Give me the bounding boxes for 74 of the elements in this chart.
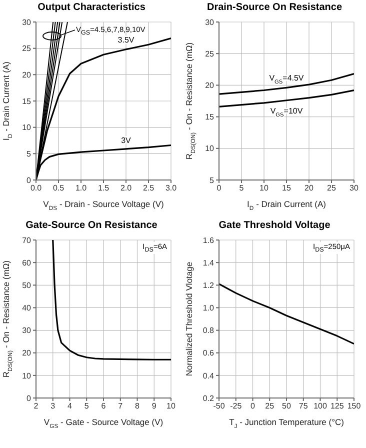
series-label: 3V — [121, 136, 132, 145]
x-tick-label: 50 — [282, 402, 292, 411]
x-tick-label: 10 — [260, 184, 269, 193]
x-tick-label: 2.0 — [120, 184, 132, 193]
chart-title: Gate Threshold Voltage — [218, 219, 332, 233]
x-tick-label: -25 — [230, 402, 242, 411]
y-tick-label: 5 — [210, 176, 215, 185]
y-tick-label: 10 — [22, 371, 32, 380]
y-tick-label: 15 — [205, 112, 215, 122]
y-tick-label: 30 — [22, 18, 32, 27]
x-tick-label: 5 — [239, 184, 244, 193]
y-tick-label: 0 — [26, 394, 32, 403]
x-tick-label: 20 — [304, 184, 314, 193]
x-tick-label: 1.0 — [75, 184, 88, 193]
y-axis-title: Normalized Threshold Vlotage — [184, 262, 194, 376]
y-tick-label: 30 — [205, 18, 215, 27]
y-tick-label: 20 — [22, 348, 32, 358]
y-tick-label: 1.6 — [202, 236, 215, 245]
x-tick-label: -50 — [213, 402, 226, 411]
x-tick-label: 8 — [135, 402, 140, 411]
x-tick-label: 3 — [50, 402, 56, 411]
y-tick-label: 5 — [26, 150, 32, 159]
y-tick-label: 60 — [22, 258, 32, 268]
y-tick-label: 15 — [22, 96, 32, 106]
series-label: V$_{GS}$=4.5V — [269, 74, 304, 86]
y-tick-label: 50 — [22, 280, 32, 290]
y-tick-label: 20 — [22, 70, 32, 80]
x-axis-title: V$_{DS}$ - Drain - Source Voltage (V) — [43, 199, 164, 212]
x-tick-label: 6 — [101, 402, 106, 411]
x-tick-label: 100 — [314, 402, 328, 411]
y-tick-label: 25 — [205, 49, 215, 58]
x-tick-label: 25 — [265, 402, 275, 411]
x-tick-label: 0.0 — [30, 184, 42, 193]
y-tick-label: 20 — [205, 81, 215, 90]
y-tick-label: 1.0 — [202, 304, 215, 313]
y-tick-label: 0 — [26, 176, 32, 185]
x-tick-label: 150 — [347, 402, 362, 411]
y-tick-label: 0.6 — [202, 348, 215, 358]
y-tick-label: 30 — [22, 326, 32, 336]
x-tick-label: 7 — [118, 402, 124, 411]
y-tick-label: 10 — [22, 123, 32, 132]
y-tick-label: 1.2 — [202, 280, 215, 290]
x-tick-label: 4 — [68, 402, 73, 411]
chart-title: Gate-Source On Resistance — [24, 219, 158, 233]
x-tick-label: 3.0 — [165, 184, 178, 193]
x-tick-label: 25 — [327, 184, 336, 193]
y-tick-label: 0.2 — [202, 394, 215, 403]
y-tick-label: 70 — [22, 236, 32, 245]
x-axis-title: V$_{GS}$ - Gate - Source Voltage (V) — [44, 417, 164, 430]
x-tick-label: 5 — [84, 402, 90, 411]
x-tick-label: 9 — [152, 402, 157, 411]
x-tick-label: 10 — [166, 402, 176, 411]
series-label: 3.5V — [118, 35, 135, 44]
x-tick-label: 0 — [250, 402, 256, 411]
y-tick-label: 10 — [205, 144, 215, 154]
x-tick-label: 2.5 — [142, 184, 155, 193]
x-tick-label: 1.5 — [98, 184, 110, 193]
x-tick-label: 125 — [330, 402, 344, 411]
series-label: V$_{GS}$=10V — [270, 106, 304, 118]
y-tick-label: 0.8 — [202, 326, 215, 336]
chart-title: Output Characteristics — [36, 1, 146, 15]
x-axis-title: T$_{J}$ - Junction Temperature (°C) — [229, 417, 344, 430]
chart-title: Drain-Source On Resistance — [206, 1, 344, 15]
x-tick-label: 15 — [282, 184, 292, 193]
x-tick-label: 75 — [298, 402, 308, 411]
y-tick-label: 1.4 — [202, 258, 215, 268]
x-tick-label: 0 — [216, 184, 222, 193]
y-tick-label: 40 — [22, 304, 32, 313]
y-tick-label: 0.4 — [202, 371, 215, 380]
x-tick-label: 2 — [34, 402, 39, 411]
x-tick-label: 0.5 — [52, 184, 65, 193]
y-tick-label: 25 — [22, 44, 32, 54]
x-axis-title: I$_{D}$ - Drain Current (A) — [247, 199, 326, 212]
x-tick-label: 30 — [350, 184, 359, 193]
